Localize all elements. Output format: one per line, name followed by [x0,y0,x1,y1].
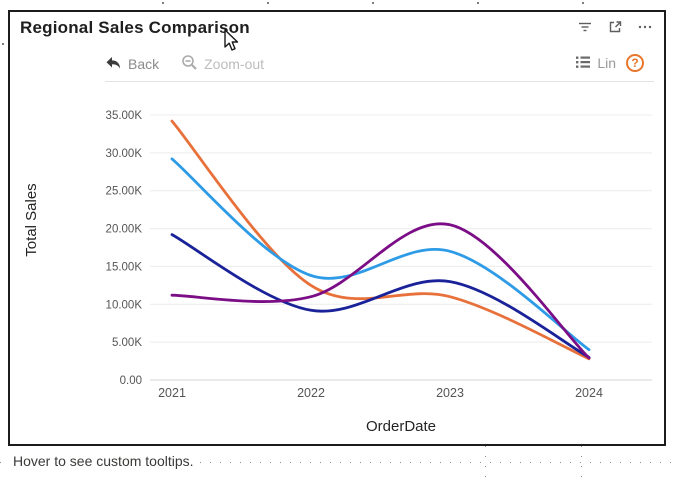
list-icon [575,55,591,72]
x-tick-label: 2023 [436,386,464,400]
series-light-blue[interactable] [170,157,591,352]
canvas-grid-line [485,446,486,484]
y-tick-label: 20.00K [106,224,143,236]
x-tick-label: 2024 [575,386,603,400]
help-icon[interactable]: ? [626,54,644,72]
tooltip-hint-text: Hover to see custom tooltips. [8,453,198,469]
y-tick-label: 35.00K [106,110,143,122]
toolbar-divider [105,81,654,82]
back-icon [105,55,122,74]
chart-toolbar-right: Lin ? [575,54,644,72]
y-tick-label: 5.00K [112,337,142,349]
x-axis-title: OrderDate [366,418,436,435]
linear-scale-toggle[interactable]: Lin [575,55,616,72]
back-label: Back [128,56,160,72]
chart-toolbar: Back Zoom-out [105,54,264,74]
more-options-icon[interactable] [636,18,654,36]
zoom-out-button[interactable]: Zoom-out [181,54,264,74]
back-button[interactable]: Back [105,55,159,74]
canvas-grid-dot [582,2,584,4]
visual-title: Regional Sales Comparison [20,18,250,37]
canvas-grid-dot [372,2,374,4]
y-axis-title: Total Sales [23,183,40,256]
series-orange[interactable] [170,119,591,361]
canvas-grid-dot [162,2,164,4]
chart-visual-container[interactable]: Regional Sales Comparison [8,10,666,446]
zoom-out-icon [181,54,198,74]
x-tick-label: 2021 [158,386,186,400]
x-tick-label: 2022 [297,386,325,400]
zoom-out-label: Zoom-out [204,56,265,72]
y-tick-label: 25.00K [106,186,143,198]
sales-line-chart[interactable]: 0.00 5.00K 10.00K 15.00K 20.00K 25.00K 30.00K 3… [20,90,668,442]
focus-mode-icon[interactable] [606,18,624,36]
canvas-grid-dot [267,2,269,4]
series-purple[interactable] [170,222,591,360]
filter-icon[interactable] [576,18,594,36]
canvas-grid-dot [477,2,479,4]
series-navy[interactable] [170,233,591,359]
canvas-grid-dot [2,43,4,45]
lin-label: Lin [597,55,616,71]
y-tick-label: 15.00K [106,261,143,273]
canvas-grid-line [581,446,582,484]
y-tick-label: 0.00 [120,375,142,387]
visual-header [576,18,654,36]
canvas-grid-line [0,462,676,463]
y-tick-label: 30.00K [106,148,143,160]
y-tick-label: 10.00K [106,299,143,311]
